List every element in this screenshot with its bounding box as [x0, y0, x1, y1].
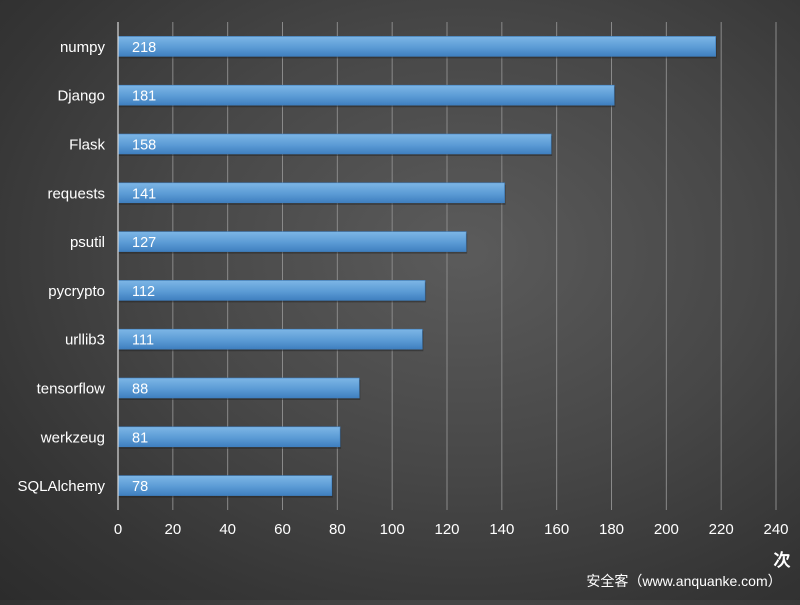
bar-psutil — [117, 231, 467, 252]
data-label-requests: 141 — [132, 186, 156, 202]
category-label-requests: requests — [47, 185, 105, 202]
x-tick-label-220: 220 — [709, 521, 734, 538]
data-label-Flask: 158 — [132, 138, 156, 154]
x-tick-label-20: 20 — [164, 521, 181, 538]
bars — [117, 36, 717, 498]
x-tick-label-0: 0 — [114, 521, 122, 538]
data-label-pycrypto: 112 — [132, 284, 155, 300]
category-label-Django: Django — [57, 88, 105, 105]
category-label-werkzeug: werkzeug — [40, 429, 105, 446]
x-tick-label-180: 180 — [599, 521, 624, 538]
bar-pycrypto — [117, 280, 426, 301]
category-label-psutil: psutil — [70, 234, 105, 251]
x-tick-label-160: 160 — [544, 521, 569, 538]
x-tick-label-40: 40 — [219, 521, 236, 538]
data-label-numpy: 218 — [132, 40, 156, 56]
x-tick-label-240: 240 — [763, 521, 788, 538]
x-tick-label-120: 120 — [434, 521, 459, 538]
x-tick-label-200: 200 — [654, 521, 679, 538]
data-label-werkzeug: 81 — [132, 430, 148, 446]
category-label-tensorflow: tensorflow — [37, 381, 106, 398]
bar-werkzeug — [117, 426, 341, 448]
labels: 0 20 40 60 80 100 120 140 160 180 200 220 240 numpy 21… — [17, 39, 788, 538]
bar-Flask — [117, 133, 552, 155]
x-tick-label-80: 80 — [329, 521, 346, 538]
category-label-SQLAlchemy: SQLAlchemy — [17, 478, 105, 495]
bar-tensorflow — [117, 377, 360, 399]
x-axis-title: 次 — [774, 550, 791, 570]
data-label-Django: 181 — [132, 89, 156, 105]
bar-urllib3 — [117, 328, 423, 350]
data-label-tensorflow: 88 — [132, 382, 148, 398]
bar-Django — [117, 84, 615, 106]
bar-requests — [117, 182, 505, 204]
category-label-numpy: numpy — [60, 39, 106, 56]
bar-SQLAlchemy — [117, 475, 333, 496]
data-label-urllib3: 111 — [132, 333, 154, 349]
x-tick-label-140: 140 — [489, 521, 514, 538]
data-label-SQLAlchemy: 78 — [132, 479, 148, 495]
category-label-urllib3: urllib3 — [65, 332, 105, 349]
category-label-Flask: Flask — [69, 137, 105, 154]
bar-numpy — [117, 36, 716, 57]
x-tick-label-100: 100 — [380, 521, 405, 538]
category-label-pycrypto: pycrypto — [48, 283, 105, 300]
watermark-text: 安全客（www.anquanke.com） — [586, 573, 781, 589]
data-label-psutil: 127 — [132, 235, 156, 251]
x-tick-label-60: 60 — [274, 521, 291, 538]
